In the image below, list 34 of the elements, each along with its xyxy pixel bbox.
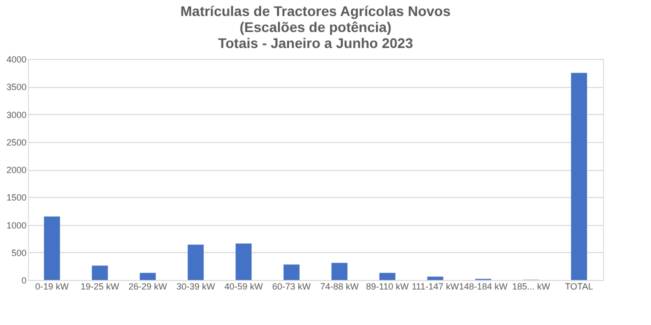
y-tick-label: 500 <box>11 248 26 258</box>
y-tick-label: 1000 <box>6 220 26 230</box>
y-tick-label: 0 <box>21 276 26 286</box>
x-tick-label: 26-29 kW <box>128 282 168 292</box>
bar <box>44 216 60 280</box>
bar <box>571 72 588 280</box>
x-tick-label: 19-25 kW <box>80 282 120 292</box>
y-tick-label: 2000 <box>6 165 26 175</box>
x-tick-label: 111-147 kW <box>412 282 460 292</box>
x-tick-label: 74-88 kW <box>320 282 360 292</box>
y-tick-label: 3000 <box>6 110 26 120</box>
bar <box>427 276 444 280</box>
y-tick-label: 1500 <box>6 192 26 203</box>
bar <box>236 244 252 280</box>
x-tick-label: 0-19 kW <box>35 282 70 292</box>
bar <box>140 272 156 280</box>
x-tick-label: 185... kW <box>512 282 551 292</box>
bar <box>92 266 108 280</box>
x-tick-label: 60-73 kW <box>272 282 312 292</box>
bar <box>331 262 348 280</box>
x-tick-label: 40-59 kW <box>224 282 264 292</box>
y-tick-label: 2500 <box>6 137 26 148</box>
y-tick-label: 3500 <box>6 82 26 92</box>
y-tick-label: 4000 <box>6 54 26 64</box>
x-tick-label: 148-184 kW <box>458 282 508 292</box>
text: (Escalões de potência) <box>240 19 392 35</box>
x-tick-label: 89-110 kW <box>366 282 410 292</box>
x-tick-label: TOTAL <box>564 282 594 292</box>
x-tick-label: 30-39 kW <box>176 282 216 292</box>
text: Totais - Janeiro a Junho 2023 <box>218 35 414 51</box>
bar <box>188 244 204 280</box>
text: Matrículas de Tractores Agrícolas Novos <box>180 3 451 19</box>
bar <box>379 272 396 280</box>
bar <box>284 264 300 280</box>
